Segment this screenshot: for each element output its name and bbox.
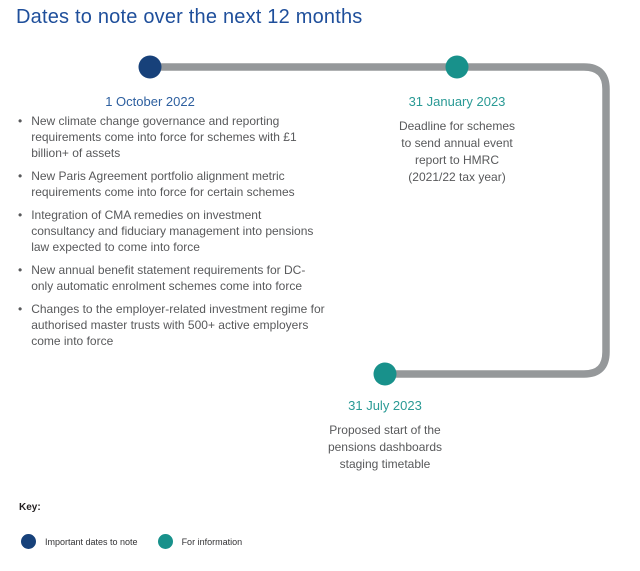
bullet-text: New Paris Agreement portfolio alignment … (31, 169, 295, 199)
bullet-text: Integration of CMA remedies on investmen… (31, 208, 314, 254)
event-description-line: Proposed start of the (329, 423, 441, 437)
timeline-dot-info-31-jul-2023 (373, 362, 397, 386)
key-item-label: Important dates to note (45, 536, 138, 547)
key-item-label: For information (181, 536, 243, 547)
event-description-line: Deadline for schemes (398, 119, 516, 133)
event-description-line: to send annual event (401, 136, 513, 150)
bullet-text: New climate change governance and report… (31, 114, 297, 160)
timeline-dot-important-1-oct-2022 (138, 55, 162, 79)
event-date-label: 31 July 2023 (348, 398, 422, 413)
timeline-path (150, 63, 610, 378)
bullet-icon: • (18, 302, 23, 316)
list-item: • New climate change governance and repo… (18, 113, 326, 161)
teal-dot-icon (157, 534, 173, 549)
event-description-line: pensions dashboards (327, 440, 443, 454)
bullet-text: Changes to the employer-related investme… (31, 302, 325, 348)
timeline-dot-info-31-jan-2023 (445, 55, 469, 79)
event-1-october-2022-bullets: • New climate change governance and repo… (18, 113, 326, 356)
key-item-important-dates: Important dates to note (21, 534, 138, 549)
event-date-label: 1 October 2022 (105, 94, 195, 109)
event-description-line: report to HMRC (414, 153, 500, 167)
bullet-icon: • (18, 263, 23, 277)
event-description-line: staging timetable (339, 457, 431, 471)
list-item: • New annual benefit statement requireme… (18, 262, 326, 294)
list-item: • New Paris Agreement portfolio alignmen… (18, 168, 326, 200)
event-date-label: 31 January 2023 (408, 94, 506, 109)
list-item: • Changes to the employer-related invest… (18, 301, 326, 349)
bullet-icon: • (18, 114, 23, 128)
event-31-january-2023: 31 January 2023 Deadline for schemes to … (377, 94, 537, 186)
navy-dot-icon (21, 534, 36, 549)
list-item: • Integration of CMA remedies on investm… (18, 207, 326, 255)
event-1-october-2022: 1 October 2022 (65, 94, 235, 109)
key-heading: Key: (19, 502, 41, 513)
bullet-icon: • (18, 169, 23, 183)
event-description: Deadline for schemes to send annual even… (377, 118, 537, 186)
key-legend: Important dates to note For information (21, 534, 262, 549)
event-description-line: (2021/22 tax year) (408, 170, 506, 184)
bullet-icon: • (18, 208, 23, 222)
event-31-july-2023: 31 July 2023 Proposed start of the pensi… (305, 398, 465, 473)
key-item-for-information: For information (157, 534, 243, 549)
bullet-text: New annual benefit statement requirement… (31, 263, 306, 293)
event-description: Proposed start of the pensions dashboard… (305, 422, 465, 473)
page-title: Dates to note over the next 12 months (16, 6, 363, 28)
